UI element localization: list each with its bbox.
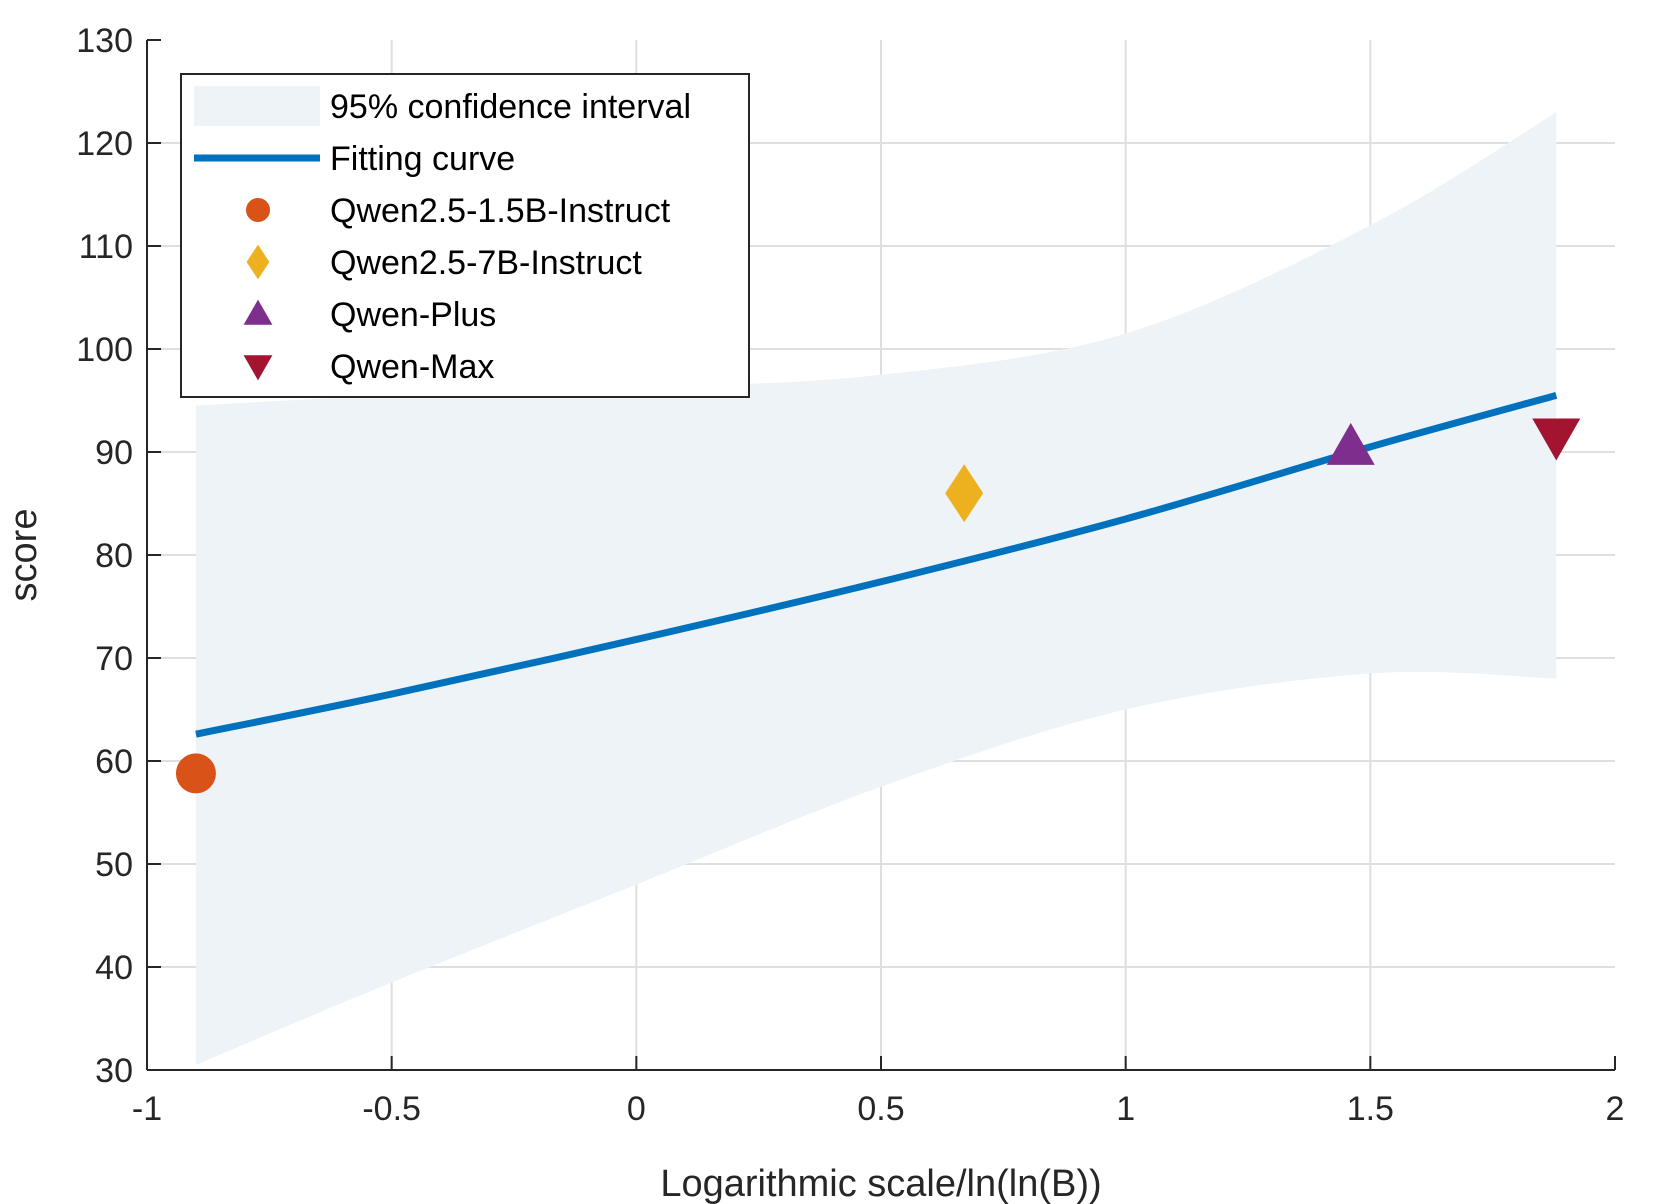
x-tick-label: 0.5 (857, 1090, 904, 1128)
y-tick-label: 80 (95, 537, 133, 575)
data-point-circle (175, 753, 216, 794)
legend-label: Qwen2.5-7B-Instruct (330, 244, 642, 282)
legend-symbol-triangle-down (243, 355, 273, 381)
x-tick-label: 0 (627, 1090, 646, 1128)
x-tick-label: 1 (1116, 1090, 1135, 1128)
y-tick-label: 70 (95, 640, 133, 678)
y-tick-label: 60 (95, 743, 133, 781)
data-points (175, 418, 1581, 794)
legend-label: 95% confidence interval (330, 88, 691, 126)
legend-symbol-band (194, 86, 320, 126)
x-tick-label: 1.5 (1347, 1090, 1394, 1128)
data-point-diamond (945, 464, 984, 523)
data-point-triangle-down (1532, 418, 1581, 461)
legend-label: Fitting curve (330, 140, 515, 178)
y-tick-labels: 30 40 50 60 70 80 90 100 110 120 130 (76, 22, 133, 1090)
y-tick-label: 50 (95, 846, 133, 884)
y-tick-label: 40 (95, 949, 133, 987)
y-tick-label: 90 (95, 434, 133, 472)
data-point-triangle-up (1326, 422, 1375, 465)
y-tick-label: 120 (76, 125, 133, 163)
x-tick-label: -0.5 (362, 1090, 421, 1128)
legend-box (180, 73, 750, 398)
x-axis-label: Logarithmic scale/ln(ln(B)) (660, 1163, 1101, 1204)
y-tick-label: 110 (79, 228, 133, 266)
confidence-band (195, 112, 1557, 1065)
x-tick-label: -1 (132, 1090, 162, 1128)
legend-label: Qwen-Plus (330, 296, 496, 334)
y-tick-label: 100 (76, 331, 133, 369)
legend-symbol-diamond (246, 244, 270, 280)
axes (146, 39, 1616, 1071)
legend-symbol-triangle-up (243, 299, 273, 325)
legend-symbol-circle (246, 198, 270, 222)
legend: 95% confidence interval Fitting curve Qwen… (180, 73, 750, 398)
y-tick-label: 30 (95, 1052, 133, 1090)
x-tick-label: 2 (1606, 1090, 1625, 1128)
legend-label: Qwen-Max (330, 348, 494, 386)
x-tick-labels: -1 -0.5 0 0.5 1 1.5 2 (132, 1090, 1625, 1128)
y-tick-label: 130 (76, 22, 133, 60)
y-axis-label: score (3, 509, 45, 602)
legend-label: Qwen2.5-1.5B-Instruct (330, 192, 671, 230)
